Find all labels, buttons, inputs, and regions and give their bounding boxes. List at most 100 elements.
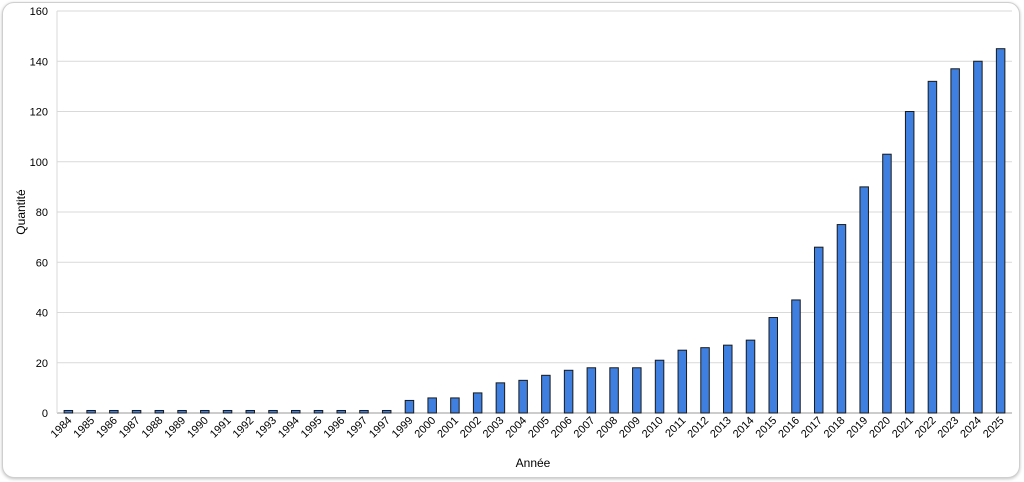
y-tick-labels: 0 20 40 60 80 100 120 140 160 <box>30 6 48 420</box>
x-tick-label: 2001 <box>435 415 461 441</box>
x-tick-label: 1991 <box>208 415 234 441</box>
x-tick-label: 2009 <box>617 415 643 441</box>
bar <box>927 80 938 414</box>
x-tick-label: 2010 <box>640 415 666 441</box>
x-tick-label: 2023 <box>935 415 961 441</box>
x-tick-label: 1997 <box>344 415 370 441</box>
bar <box>427 397 437 414</box>
bar <box>882 153 892 414</box>
bar <box>359 409 369 414</box>
x-tick-label: 1992 <box>231 415 257 441</box>
bar <box>563 369 574 414</box>
y-axis-title: Quantité <box>14 189 28 235</box>
x-tick-label: 1996 <box>322 415 348 441</box>
bar <box>677 349 688 414</box>
x-tick-label: 2025 <box>981 415 1007 441</box>
x-tick-label: 2003 <box>481 415 507 441</box>
x-tick-label: 1994 <box>276 415 302 441</box>
x-tick-label: 2020 <box>867 415 893 441</box>
bar <box>632 367 642 414</box>
bar <box>813 246 824 414</box>
bar <box>177 409 187 414</box>
bar <box>268 409 278 414</box>
x-tick-label: 2005 <box>526 415 552 441</box>
y-tick-label: 40 <box>36 308 48 320</box>
bar <box>518 379 528 414</box>
bar <box>63 409 74 414</box>
x-tick-label: 2022 <box>913 415 939 441</box>
x-tick-label: 2008 <box>594 415 620 441</box>
x-axis-title: Année <box>516 456 551 470</box>
bar <box>836 224 847 414</box>
bar <box>336 409 346 414</box>
y-tick-label: 60 <box>36 257 48 269</box>
bar <box>541 374 551 414</box>
x-tick-label: 1990 <box>185 415 211 441</box>
y-tick-label: 0 <box>42 408 48 420</box>
x-tick-label: 2011 <box>663 415 688 440</box>
y-tick-label: 120 <box>30 107 48 119</box>
bar <box>381 409 392 414</box>
x-tick-label: 2006 <box>549 415 575 441</box>
bar <box>131 409 142 414</box>
x-tick-label: 1984 <box>49 415 75 441</box>
bar <box>904 111 915 414</box>
bar <box>222 409 233 414</box>
bars <box>63 48 1006 414</box>
y-tick-label: 80 <box>36 207 48 219</box>
bar <box>723 344 733 414</box>
bar <box>472 392 483 414</box>
bar <box>291 409 301 414</box>
bar <box>973 60 983 414</box>
bar <box>995 48 1006 414</box>
x-tick-label: 1999 <box>390 415 416 441</box>
x-tick-label: 2013 <box>708 415 734 441</box>
x-tick-label: 1987 <box>117 415 143 441</box>
x-tick-labels: 1984198519861987198819891990199119921993… <box>49 415 1007 441</box>
x-tick-label: 2007 <box>572 415 598 441</box>
x-tick-label: 2024 <box>958 415 984 441</box>
bar <box>450 397 460 414</box>
x-tick-label: 1986 <box>94 415 120 441</box>
x-tick-label: 1995 <box>299 415 325 441</box>
y-tick-label: 140 <box>30 56 48 68</box>
bar <box>791 299 801 414</box>
x-tick-label: 1985 <box>71 415 97 441</box>
x-tick-label: 1997 <box>367 415 393 441</box>
x-tick-label: 2004 <box>503 415 529 441</box>
x-tick-label: 2012 <box>685 415 711 441</box>
x-tick-label: 2019 <box>845 415 871 441</box>
x-tick-label: 2000 <box>413 415 439 441</box>
x-tick-label: 2015 <box>754 415 780 441</box>
bar <box>654 359 665 414</box>
x-tick-label: 1993 <box>253 415 279 441</box>
bar <box>768 317 778 414</box>
x-tick-label: 2014 <box>731 415 757 441</box>
bar <box>109 409 119 414</box>
x-tick-label: 1988 <box>140 415 166 441</box>
y-tick-label: 100 <box>30 157 48 169</box>
x-tick-label: 1989 <box>162 415 188 441</box>
bar <box>245 409 256 414</box>
x-tick-label: 2002 <box>458 415 484 441</box>
bar <box>200 409 210 414</box>
bar <box>950 68 960 414</box>
bar <box>495 382 506 414</box>
x-tick-label: 2016 <box>776 415 802 441</box>
bar <box>586 367 597 414</box>
bar <box>700 347 710 414</box>
bar <box>609 367 619 414</box>
gridlines <box>56 10 1012 414</box>
bar <box>404 399 415 414</box>
x-tick-label: 2021 <box>890 415 916 441</box>
bar <box>313 409 324 414</box>
bar <box>745 339 756 414</box>
bar <box>86 409 96 414</box>
x-tick-label: 2017 <box>799 415 825 441</box>
x-tick-label: 2018 <box>822 415 848 441</box>
bar <box>154 409 165 414</box>
y-tick-label: 160 <box>30 6 48 18</box>
y-tick-label: 20 <box>36 358 48 370</box>
